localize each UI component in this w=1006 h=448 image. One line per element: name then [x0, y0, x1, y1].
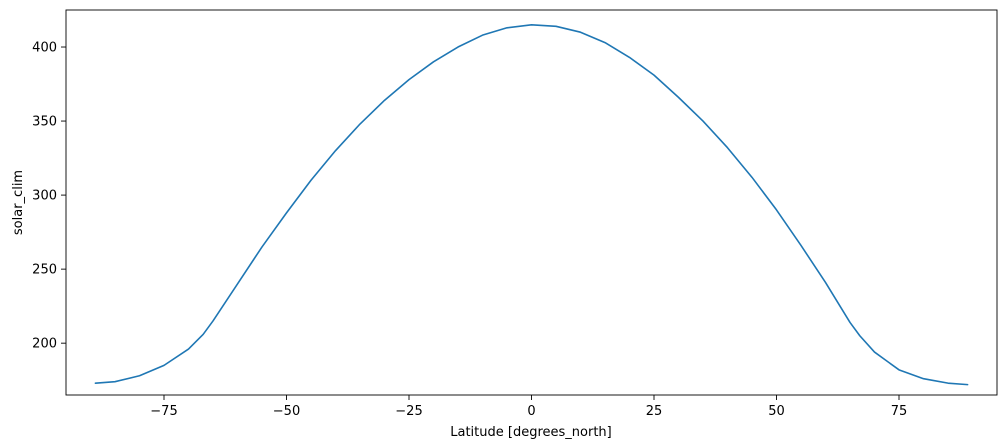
- x-axis-ticks: −75 −50 −25 0 25 50 75: [150, 395, 907, 419]
- y-axis-ticks: 200 250 300 350 400: [32, 41, 66, 352]
- y-tick-label: 400: [32, 41, 57, 56]
- x-tick-label: 25: [646, 404, 663, 419]
- plot-area: [66, 10, 997, 395]
- y-axis-title: solar_clim: [11, 170, 26, 235]
- x-tick-label: 0: [527, 404, 535, 419]
- x-axis-title: Latitude [degrees_north]: [450, 425, 611, 440]
- y-tick-label: 250: [32, 263, 57, 278]
- x-tick-label: −25: [395, 404, 422, 419]
- x-tick-label: −50: [273, 404, 300, 419]
- x-tick-label: −75: [150, 404, 177, 419]
- y-tick-label: 300: [32, 189, 57, 204]
- x-tick-label: 50: [768, 404, 785, 419]
- plot-frame: [65, 9, 998, 396]
- y-tick-label: 200: [32, 337, 57, 352]
- x-tick-label: 75: [891, 404, 908, 419]
- y-tick-label: 350: [32, 115, 57, 130]
- series-line: [94, 24, 969, 386]
